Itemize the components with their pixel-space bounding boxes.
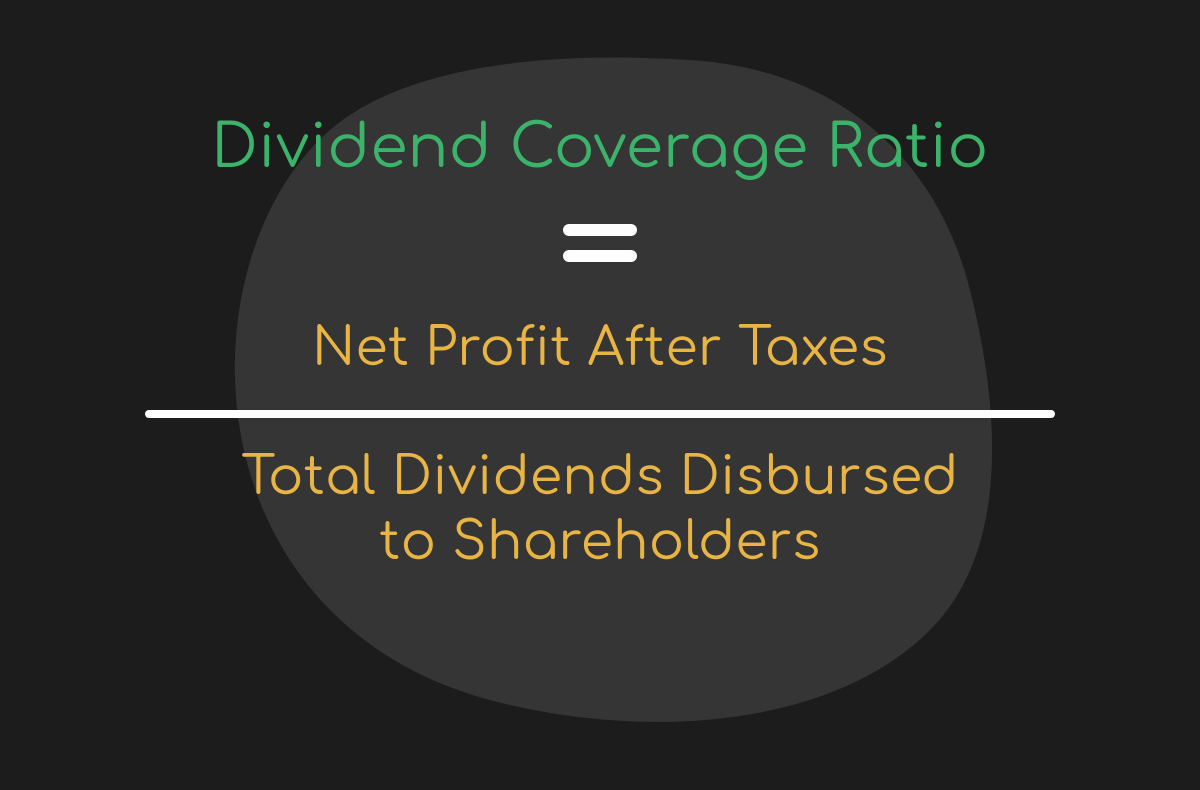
equals-sign (563, 224, 637, 262)
equals-bar-bottom (563, 250, 637, 262)
formula-container: Dividend Coverage Ratio Net Profit After… (0, 0, 1200, 790)
fraction-divider (145, 410, 1055, 418)
denominator-line-1: Total Dividends Disbursed (241, 449, 958, 507)
formula-numerator: Net Profit After Taxes (312, 320, 888, 378)
formula-denominator: Total Dividends Disbursed to Shareholder… (241, 446, 958, 576)
denominator-line-2: to Shareholders (379, 514, 820, 572)
equals-bar-top (563, 224, 637, 236)
formula-title: Dividend Coverage Ratio (211, 115, 988, 182)
